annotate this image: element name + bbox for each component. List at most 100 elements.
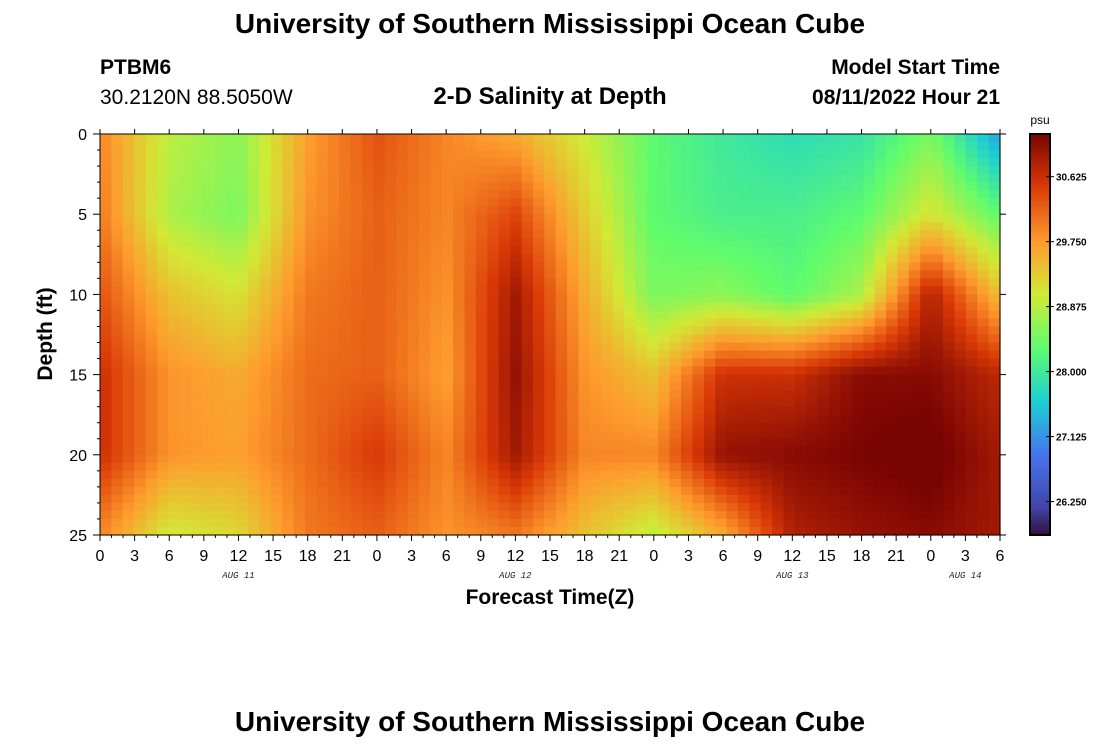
x-tick-label: 12 xyxy=(506,548,524,565)
heatmap-cell xyxy=(988,134,1001,143)
heatmap-cell xyxy=(874,214,887,223)
heatmap-cell xyxy=(282,326,295,336)
heatmap-cell xyxy=(692,438,705,448)
heatmap-cell xyxy=(384,470,397,480)
heatmap-cell xyxy=(817,470,830,480)
heatmap-cell xyxy=(510,158,523,167)
heatmap-cell xyxy=(100,134,112,143)
heatmap-cell xyxy=(202,182,215,191)
heatmap-cell xyxy=(681,526,693,536)
heatmap-cell xyxy=(293,230,306,239)
heatmap-cell xyxy=(760,382,773,392)
heatmap-cell xyxy=(225,182,238,191)
heatmap-cell xyxy=(669,182,682,191)
heatmap-cell xyxy=(521,206,534,215)
heatmap-cell xyxy=(191,510,204,520)
heatmap-cell xyxy=(874,366,887,376)
heatmap-cell xyxy=(282,478,295,488)
heatmap-cell xyxy=(646,470,659,480)
heatmap-cell xyxy=(908,366,921,376)
heatmap-cell xyxy=(339,278,352,287)
heatmap-cell xyxy=(749,350,762,360)
heatmap-cell xyxy=(863,294,876,304)
heatmap-cell xyxy=(965,430,978,440)
heatmap-cell xyxy=(362,334,375,344)
heatmap-cell xyxy=(305,318,318,328)
heatmap-cell xyxy=(510,278,523,287)
heatmap-cell xyxy=(373,222,386,231)
heatmap-cell xyxy=(920,454,933,464)
heatmap-cell xyxy=(270,430,283,440)
heatmap-cell xyxy=(418,382,431,392)
heatmap-cell xyxy=(134,150,147,159)
heatmap-cell xyxy=(305,486,318,496)
heatmap-cell xyxy=(851,422,864,432)
heatmap-cell xyxy=(122,318,135,328)
heatmap-cell xyxy=(692,310,705,320)
heatmap-cell xyxy=(213,446,226,456)
heatmap-cell xyxy=(726,286,739,295)
heatmap-cell xyxy=(362,398,375,408)
heatmap-cell xyxy=(965,358,978,368)
heatmap-cell xyxy=(396,230,409,239)
heatmap-cell xyxy=(259,270,272,279)
heatmap-cell xyxy=(248,278,261,287)
heatmap-cell xyxy=(965,486,978,496)
heatmap-cell xyxy=(362,526,375,536)
heatmap-cell xyxy=(658,502,671,512)
heatmap-cell xyxy=(396,454,409,464)
heatmap-cell xyxy=(248,342,261,352)
heatmap-cell xyxy=(259,166,272,175)
heatmap-cell xyxy=(567,390,580,400)
heatmap-cell xyxy=(715,302,728,312)
heatmap-cell xyxy=(612,206,625,215)
heatmap-cell xyxy=(601,382,614,392)
heatmap-cell xyxy=(920,486,933,496)
heatmap-cell xyxy=(544,478,557,488)
heatmap-cell xyxy=(931,158,944,167)
x-tick-label: 12 xyxy=(230,548,248,565)
heatmap-cell xyxy=(715,190,728,199)
heatmap-cell xyxy=(737,494,750,504)
heatmap-cell xyxy=(760,374,773,384)
heatmap-cell xyxy=(954,262,967,271)
heatmap-cell xyxy=(681,478,693,488)
heatmap-cell xyxy=(806,478,819,488)
heatmap-cell xyxy=(191,494,204,504)
heatmap-cell xyxy=(806,230,819,239)
heatmap-cell xyxy=(567,462,580,472)
heatmap-cell xyxy=(726,198,739,207)
heatmap-cell xyxy=(213,358,226,368)
heatmap-cell xyxy=(441,494,454,504)
heatmap-cell xyxy=(270,294,283,304)
heatmap-cell xyxy=(726,158,739,167)
heatmap-cell xyxy=(794,230,807,239)
heatmap-cell xyxy=(487,214,500,223)
heatmap-cell xyxy=(396,310,409,320)
heatmap-cell xyxy=(658,286,671,295)
heatmap-cell xyxy=(669,502,682,512)
heatmap-cell xyxy=(225,286,238,295)
heatmap-cell xyxy=(225,238,238,247)
heatmap-cell xyxy=(373,390,386,400)
heatmap-cell xyxy=(646,422,659,432)
heatmap-cell xyxy=(977,302,990,312)
heatmap-cell xyxy=(156,222,169,231)
heatmap-cell xyxy=(305,278,318,287)
heatmap-cell xyxy=(578,510,591,520)
heatmap-cell xyxy=(350,334,363,344)
heatmap-cell xyxy=(601,518,614,528)
heatmap-cell xyxy=(510,510,523,520)
heatmap-cell xyxy=(191,190,204,199)
heatmap-cell xyxy=(316,470,329,480)
heatmap-cell xyxy=(464,422,477,432)
heatmap-cell xyxy=(544,446,557,456)
heatmap-cell xyxy=(510,358,523,368)
heatmap-cell xyxy=(646,398,659,408)
heatmap-cell xyxy=(122,190,135,199)
heatmap-cell xyxy=(396,214,409,223)
heatmap-cell xyxy=(681,262,693,271)
heatmap-cell xyxy=(851,374,864,384)
heatmap-cell xyxy=(783,422,796,432)
heatmap-cell xyxy=(441,526,454,536)
